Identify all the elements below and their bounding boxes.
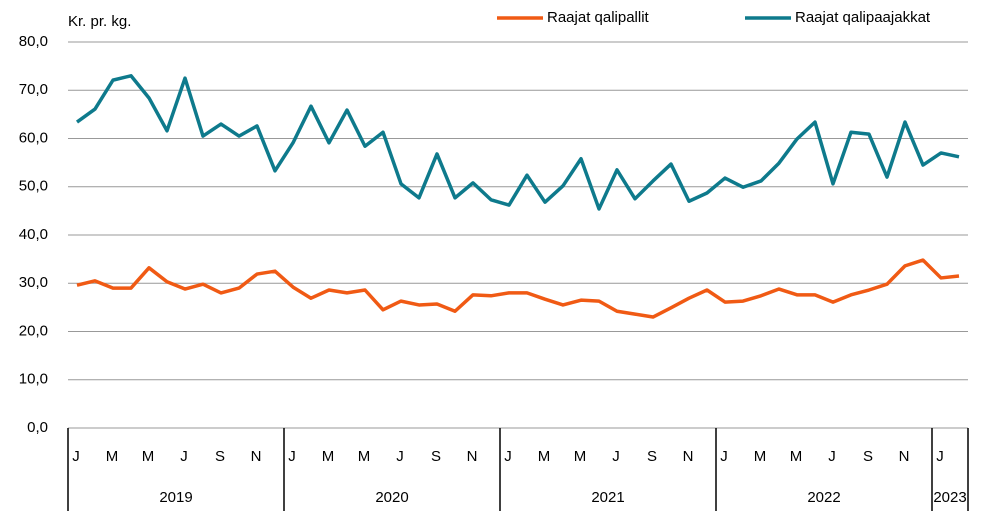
- x-tick-label: N: [467, 448, 478, 465]
- series-line: [75, 74, 960, 211]
- x-tick-label: J: [396, 448, 404, 465]
- x-tick-label: J: [180, 448, 188, 465]
- x-tick-label: J: [72, 448, 80, 465]
- y-tick-label: 70,0: [19, 81, 48, 98]
- y-tick-label: 80,0: [19, 33, 48, 50]
- x-tick-label: M: [358, 448, 371, 465]
- x-tick-label: M: [142, 448, 155, 465]
- x-tick-label: J: [612, 448, 620, 465]
- y-tick-label: 10,0: [19, 371, 48, 388]
- x-tick-label: M: [754, 448, 767, 465]
- x-tick-label: J: [288, 448, 296, 465]
- y-tick-label: 20,0: [19, 322, 48, 339]
- y-axis-label: Kr. pr. kg.: [68, 13, 131, 30]
- x-tick-label: J: [828, 448, 836, 465]
- year-label: 2022: [807, 489, 840, 506]
- legend-label: Raajat qalipaajakkat: [795, 9, 931, 26]
- x-tick-label: M: [538, 448, 551, 465]
- y-tick-label: 60,0: [19, 129, 48, 146]
- year-label: 2020: [375, 489, 408, 506]
- series-line: [76, 258, 960, 319]
- y-tick-label: 50,0: [19, 178, 48, 195]
- year-label: 2023: [933, 489, 966, 506]
- x-tick-label: S: [215, 448, 225, 465]
- x-tick-label: M: [574, 448, 587, 465]
- x-tick-label: S: [431, 448, 441, 465]
- y-tick-label: 40,0: [19, 226, 48, 243]
- y-tick-label: 0,0: [27, 419, 48, 436]
- x-tick-label: M: [106, 448, 119, 465]
- legend-label: Raajat qalipallit: [547, 9, 650, 26]
- x-tick-label: N: [683, 448, 694, 465]
- year-label: 2021: [591, 489, 624, 506]
- y-tick-label: 30,0: [19, 274, 48, 291]
- year-label: 2019: [159, 489, 192, 506]
- x-tick-label: M: [790, 448, 803, 465]
- x-tick-label: N: [251, 448, 262, 465]
- x-tick-label: N: [899, 448, 910, 465]
- x-tick-label: M: [322, 448, 335, 465]
- x-tick-label: J: [504, 448, 512, 465]
- x-tick-label: J: [936, 448, 944, 465]
- x-tick-label: S: [647, 448, 657, 465]
- x-tick-label: S: [863, 448, 873, 465]
- x-tick-label: J: [720, 448, 728, 465]
